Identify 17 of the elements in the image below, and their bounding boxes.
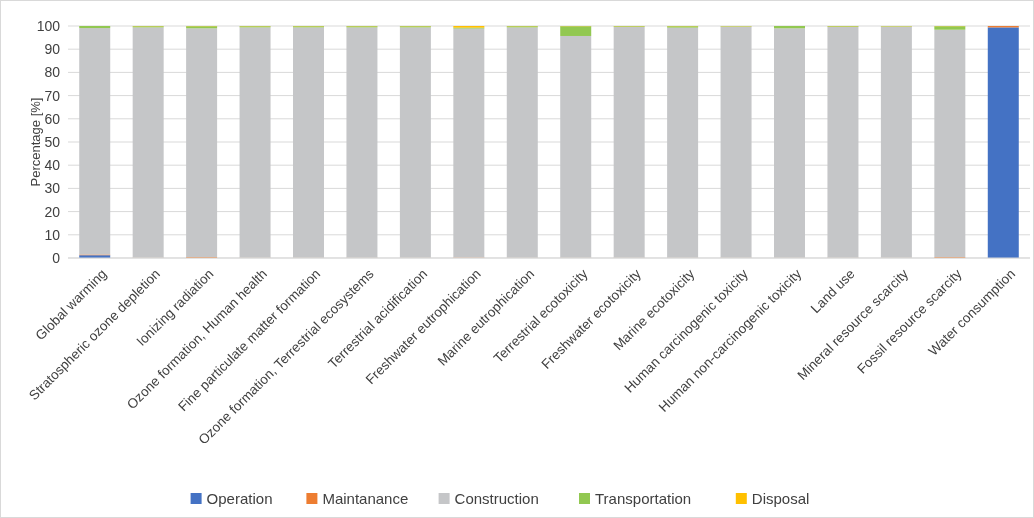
y-tick-label: 70 [44,87,61,104]
y-tick-label: 20 [44,203,61,220]
y-tick-label: 0 [52,249,61,266]
y-tick-label: 60 [44,110,61,127]
y-tick-label: 30 [44,180,61,197]
y-tick-label: 100 [36,17,61,34]
y-tick-label: 10 [44,226,61,243]
legend-label: Disposal [751,490,810,508]
y-axis-title: Percentage [%] [28,97,43,187]
legend-label: Transportation [595,490,692,508]
y-tick-label: 90 [44,41,61,58]
legend-label: Operation [206,490,273,508]
legend-label: Maintanance [322,490,409,508]
y-tick-label: 50 [44,133,61,150]
legend-label: Construction [454,490,539,508]
y-tick-label: 80 [44,64,61,81]
y-tick-label: 40 [44,157,61,174]
